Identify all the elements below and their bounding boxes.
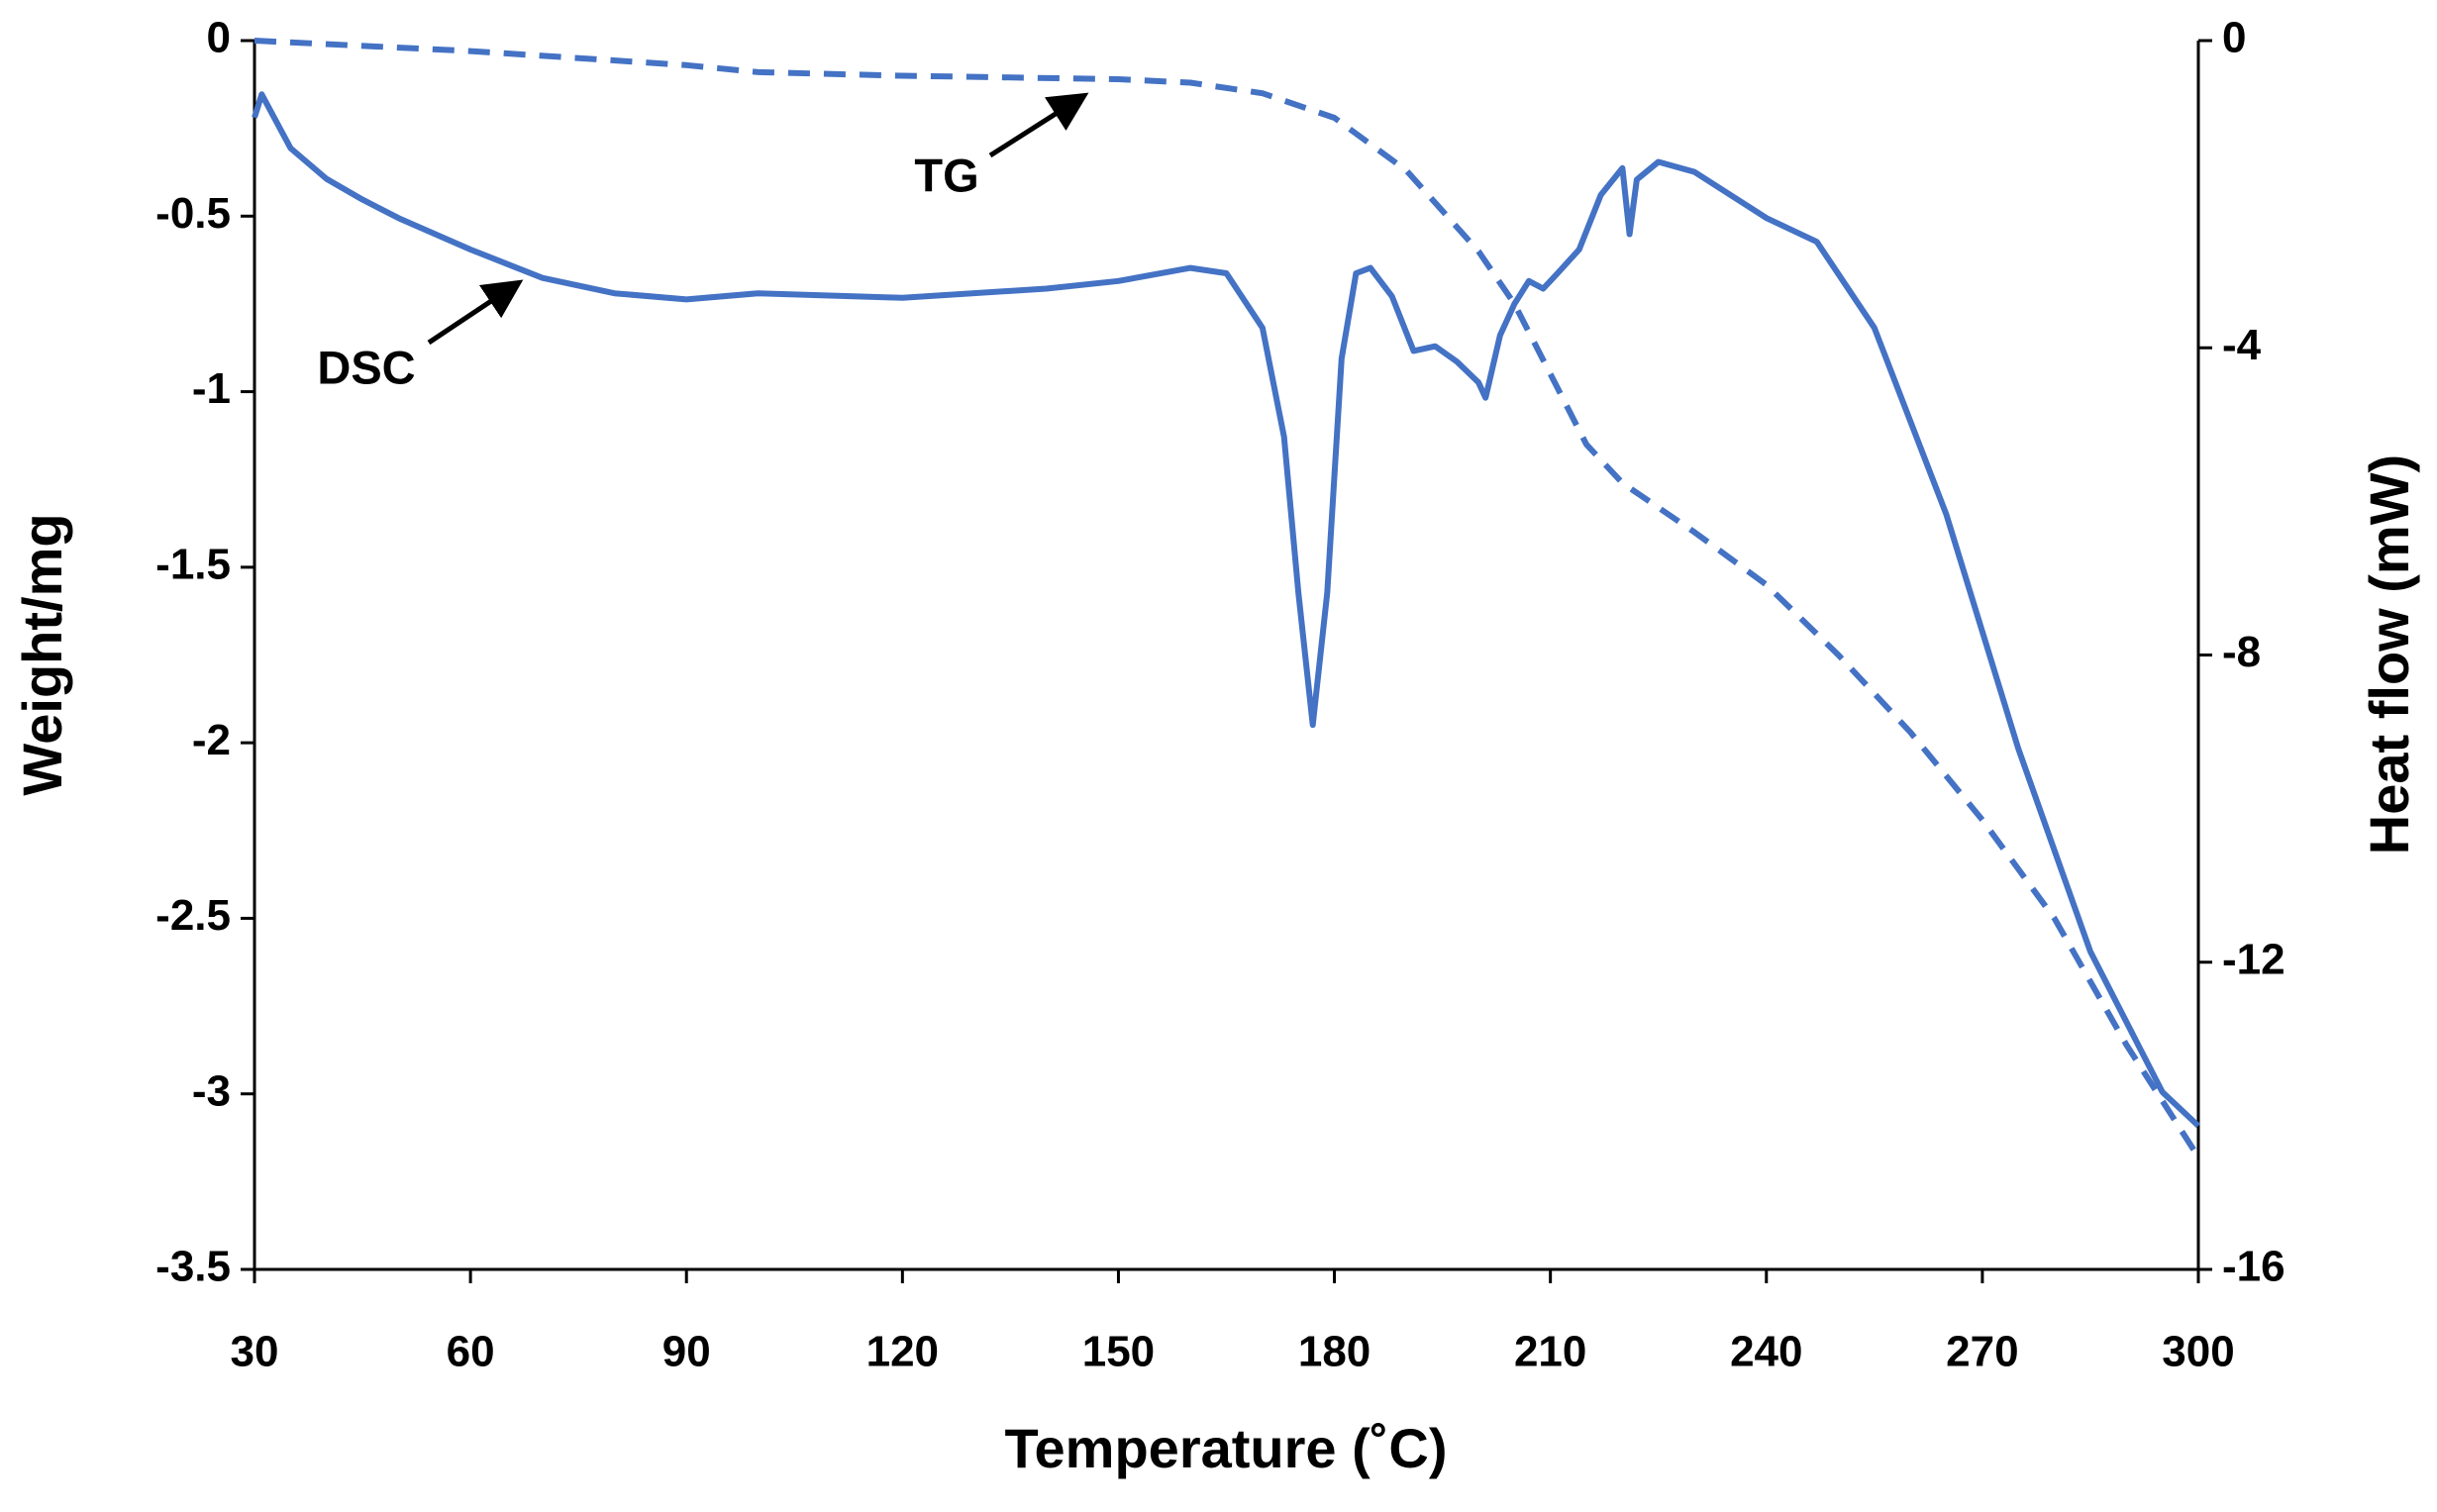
annotation-arrow — [988, 92, 1089, 158]
x-tick-label: 60 — [447, 1328, 495, 1376]
series-line — [252, 91, 2201, 1129]
y-tick-label: -3 — [192, 1066, 231, 1115]
y-tick-label: -2.5 — [155, 891, 231, 940]
annotation-arrow — [427, 279, 524, 346]
y2-tick-label: -4 — [2222, 321, 2262, 369]
x-tick-label: 270 — [1946, 1328, 2018, 1376]
x-tick-label: 150 — [1082, 1328, 1155, 1376]
x-axis-title: Temperature (˚C) — [1004, 1417, 1447, 1479]
y-tick-label: -1 — [192, 364, 231, 413]
x-tick-label: 180 — [1298, 1328, 1371, 1376]
y-tick-label: -0.5 — [155, 189, 231, 238]
x-tick-label: 90 — [662, 1328, 711, 1376]
y-axis-title: Weight/mg — [11, 513, 73, 795]
y2-tick-label: -12 — [2222, 935, 2285, 983]
y-tick-label: 0 — [207, 14, 231, 62]
y2-tick-label: -8 — [2222, 628, 2261, 676]
x-tick-label: 120 — [866, 1328, 939, 1376]
x-tick-label: 30 — [231, 1328, 279, 1376]
x-tick-label: 210 — [1514, 1328, 1586, 1376]
y2-axis-title: Heat flow (mW) — [2358, 454, 2420, 855]
y2-tick-label: 0 — [2222, 14, 2246, 62]
y-tick-label: -2 — [192, 716, 231, 764]
y-tick-label: -3.5 — [155, 1243, 231, 1291]
annotation: TG — [914, 149, 978, 201]
y2-tick-label: -16 — [2222, 1243, 2285, 1291]
series-line — [254, 38, 2201, 1159]
annotation: DSC — [317, 341, 415, 393]
y-tick-label: -1.5 — [155, 540, 231, 588]
x-tick-label: 240 — [1730, 1328, 1802, 1376]
x-tick-label: 300 — [2162, 1328, 2234, 1376]
